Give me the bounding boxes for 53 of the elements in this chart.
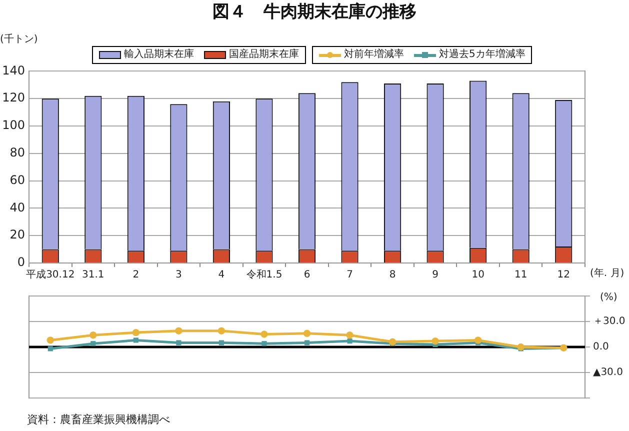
y-tick-label: 0: [17, 255, 25, 270]
point: [218, 327, 226, 334]
point: [303, 330, 311, 337]
legend-label: 国産品期末在庫: [229, 49, 299, 61]
x-tick-label: 令和1.5: [246, 268, 282, 281]
x-tick-label: 4: [218, 270, 225, 281]
point: [517, 343, 524, 351]
point: [388, 338, 396, 346]
point: [260, 330, 268, 338]
x-tick-label: 7: [346, 270, 353, 281]
y-tick-label: 0.0: [593, 342, 609, 353]
x-tick-label: 3: [176, 270, 182, 281]
y-tick-label: 60: [10, 172, 25, 187]
point: [432, 337, 439, 345]
point: [133, 338, 138, 343]
y-axis-title: (%): [600, 292, 618, 304]
legend-label: 輸入品期末在庫: [124, 49, 194, 61]
point: [132, 328, 140, 336]
point: [90, 332, 97, 339]
x-tick-label: 平成30.12: [26, 268, 75, 281]
text: 資料：農畜産業振興機構調べ: [27, 413, 170, 426]
y-tick-label: 40: [10, 200, 25, 214]
point: [46, 336, 54, 344]
y-tick-label: 20: [10, 228, 25, 242]
point: [175, 327, 182, 334]
point: [48, 346, 53, 352]
x-axis-title: (年. 月): [590, 268, 624, 280]
point: [474, 336, 482, 344]
x-tick-label: 10: [472, 270, 484, 281]
y-axis-title: (千トン): [0, 34, 38, 46]
point: [176, 340, 182, 346]
legend-label: 対過去5カ年増減率: [439, 49, 526, 61]
y-tick-label: 140: [2, 63, 25, 78]
x-tick-label: 9: [432, 270, 438, 281]
legend-label: 対前年増減率: [344, 49, 404, 61]
y-tick-label: ＋30.0: [593, 316, 626, 328]
point: [218, 340, 224, 346]
x-tick-label: 11: [514, 270, 528, 281]
y-tick-label: 80: [10, 146, 25, 160]
x-tick-label: 31.1: [82, 270, 104, 281]
point: [304, 340, 310, 346]
point: [262, 341, 267, 346]
y-tick-label: 100: [2, 118, 25, 132]
x-tick-label: 2: [132, 270, 140, 281]
point: [347, 338, 352, 344]
point: [346, 332, 354, 339]
y-tick-label: 120: [2, 90, 25, 105]
x-tick-label: 8: [389, 270, 396, 281]
chart-title: 図４ 牛肉期末在庫の推移: [212, 2, 418, 22]
point: [90, 341, 96, 346]
x-tick-label: 12: [557, 270, 570, 281]
y-tick-label: ▲30.0: [593, 367, 623, 378]
x-tick-label: 6: [304, 270, 310, 281]
